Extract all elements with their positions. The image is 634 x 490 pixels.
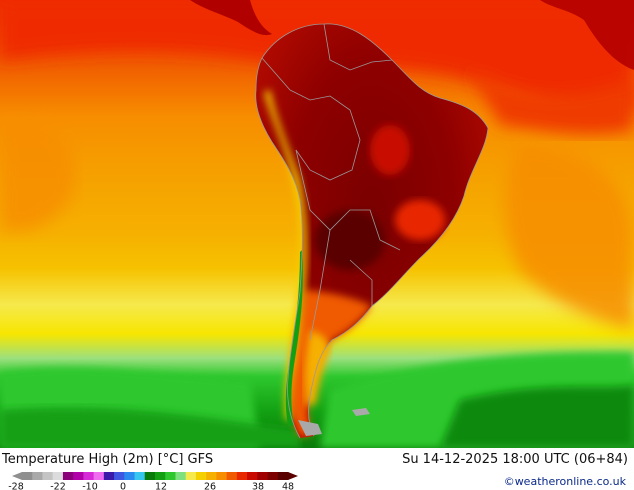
legend-tick-label: 0 [120,482,126,490]
color-legend: -28 -22 -10 0 12 26 38 48 [8,472,298,490]
legend-tick-label: 38 [252,482,264,490]
legend-swatch [247,472,258,480]
legend-tick-label: 12 [155,482,167,490]
patagonia-yellow [304,330,330,406]
legend-tick-label: -22 [50,482,66,490]
patagonia-warm [289,290,372,436]
legend-swatches [12,472,298,480]
falkland-islands [352,408,370,416]
map-title: Temperature High (2m) [°C] GFS [2,452,214,467]
legend-swatch [226,472,238,480]
legend-swatch [195,472,207,480]
legend-swatch [93,472,105,480]
legend-arrow-low [12,472,22,480]
legend-swatch [32,472,43,480]
southern-dark-green [0,407,300,448]
map-footer: Temperature High (2m) [°C] GFS Su 14-12-… [0,448,634,490]
legend-swatch [206,472,217,480]
legend-swatch [52,472,64,480]
legend-swatch [267,472,279,480]
legend-swatch [165,472,176,480]
legend-ticks: -28 -22 -10 0 12 26 38 48 [8,482,294,490]
legend-swatch [42,472,54,480]
legend-swatch [124,472,136,480]
legend-swatch [155,472,166,480]
legend-tick-label: -10 [82,482,98,490]
legend-swatch [134,472,146,480]
legend-swatch [62,472,74,480]
legend-swatch [22,472,33,480]
valid-time: Su 14-12-2025 18:00 UTC (06+84) [402,452,628,467]
central-america-land [190,0,272,36]
legend-tick-label: -28 [8,482,24,490]
temperature-map [0,0,634,448]
southern-dark-green-east [440,385,634,448]
legend-swatch [144,472,156,480]
pacific-cool-pool [0,118,76,232]
hot-core-brazil [370,125,410,175]
legend-tick-label: 48 [282,482,294,490]
tierra-del-fuego [298,420,322,436]
legend-arrow-high [288,472,298,480]
legend-swatch [114,472,125,480]
legend-swatch [185,472,197,480]
legend-swatch [83,472,95,480]
legend-swatch [257,472,269,480]
atlantic-orange-pool [505,140,634,330]
legend-swatch [216,472,228,480]
legend-tick-label: 26 [204,482,216,490]
legend-swatch [103,472,115,480]
legend-swatch [73,472,84,480]
legend-swatch [236,472,248,480]
legend-swatch [175,472,187,480]
country-borders [255,23,489,439]
warm-southeast-brazil [395,200,445,240]
hot-core [315,210,385,270]
legend-swatch [277,472,289,480]
atlantic-warm-tongue [470,70,634,135]
credit-link[interactable]: ©weatheronline.co.uk [503,475,626,488]
mexico-land [540,0,634,70]
andes-green-strip [285,250,303,426]
